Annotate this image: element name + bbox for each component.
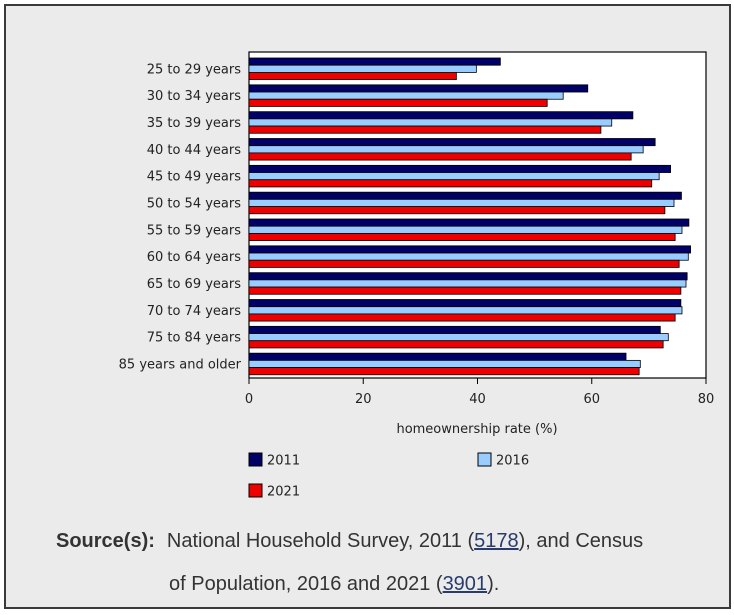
bars-group (248, 57, 691, 376)
bar-2016-8 (248, 279, 687, 288)
category-label-1: 30 to 34 years (147, 89, 242, 104)
category-label-0: 25 to 29 years (147, 62, 242, 77)
category-labels: 25 to 29 years 30 to 34 years 35 to 39 yea… (119, 62, 242, 372)
source-text-3: of Population, 2016 and 2021 ( (169, 573, 443, 595)
category-label-10: 75 to 84 years (147, 331, 242, 346)
legend-label-2021: 2021 (267, 485, 300, 500)
bar-2011-7 (248, 245, 691, 254)
bar-2016-3 (248, 145, 644, 154)
bar-2011-3 (248, 138, 656, 147)
figure-panel: 25 to 29 years 30 to 34 years 35 to 39 yea… (4, 4, 731, 609)
category-label-5: 50 to 54 years (147, 196, 242, 211)
bar-2011-2 (248, 111, 634, 120)
legend-swatch-2011 (248, 452, 263, 467)
source-link-3901[interactable]: 3901 (442, 573, 488, 595)
bar-2011-8 (248, 272, 688, 281)
x-axis-ticks: 0 20 40 60 80 (245, 378, 714, 407)
category-label-2: 35 to 39 years (147, 116, 242, 131)
source-label: Source(s): (56, 530, 155, 552)
bar-2016-11 (248, 359, 641, 368)
bar-2016-10 (248, 333, 669, 342)
bar-2021-3 (248, 152, 632, 161)
source-text-1: National Household Survey, 2011 ( (166, 530, 475, 552)
bar-2021-8 (248, 286, 682, 295)
bar-2011-10 (248, 325, 661, 334)
x-tick-label-1: 20 (355, 392, 372, 407)
bar-2011-4 (248, 164, 671, 173)
bar-2016-0 (248, 64, 477, 73)
bar-2016-2 (248, 118, 613, 127)
bar-2011-11 (248, 352, 627, 361)
bar-chart: 25 to 29 years 30 to 34 years 35 to 39 yea… (119, 51, 714, 500)
legend: 2011 2016 2021 (248, 452, 529, 500)
bar-2016-6 (248, 225, 683, 234)
bar-2016-9 (248, 306, 683, 315)
category-label-9: 70 to 74 years (147, 304, 242, 319)
source-link-5178[interactable]: 5178 (474, 530, 519, 552)
x-tick-label-4: 80 (698, 392, 715, 407)
source-text-4: ). (487, 573, 500, 595)
bar-2021-0 (248, 72, 457, 81)
bar-2011-5 (248, 191, 682, 200)
bar-2016-5 (248, 198, 675, 207)
category-label-4: 45 to 49 years (147, 170, 242, 185)
legend-label-2016: 2016 (496, 454, 529, 469)
bar-2021-7 (248, 259, 680, 268)
category-label-7: 60 to 64 years (147, 250, 242, 265)
bar-2016-4 (248, 172, 660, 181)
x-tick-label-3: 60 (583, 392, 600, 407)
category-label-3: 40 to 44 years (147, 143, 242, 158)
bar-2021-10 (248, 340, 664, 349)
bar-2011-1 (248, 84, 589, 93)
legend-label-2011: 2011 (267, 454, 300, 469)
legend-swatch-2016 (477, 452, 492, 467)
bar-2011-9 (248, 299, 682, 308)
source-text-2: ), and Census (518, 530, 644, 552)
bar-2016-1 (248, 91, 564, 100)
category-label-6: 55 to 59 years (147, 223, 242, 238)
x-axis-title: homeownership rate (%) (396, 422, 557, 437)
bar-2021-5 (248, 206, 666, 215)
bar-2021-11 (248, 367, 640, 376)
bar-2021-1 (248, 98, 548, 107)
category-label-11: 85 years and older (119, 357, 242, 372)
legend-swatch-2021 (248, 483, 263, 498)
bar-2021-9 (248, 313, 676, 322)
bar-2021-6 (248, 232, 676, 241)
category-label-8: 65 to 69 years (147, 277, 242, 292)
source-line-2: of Population, 2016 and 2021 (3901). (56, 563, 696, 606)
x-tick-label-2: 40 (469, 392, 486, 407)
x-tick-label-0: 0 (245, 392, 253, 407)
bar-2021-2 (248, 125, 602, 134)
bar-2016-7 (248, 252, 689, 261)
bar-2011-0 (248, 57, 501, 66)
bar-2021-4 (248, 179, 653, 188)
bar-2011-6 (248, 218, 690, 227)
source-note: Source(s): National Household Survey, 201… (56, 520, 696, 606)
source-line-1: Source(s): National Household Survey, 201… (56, 520, 696, 563)
